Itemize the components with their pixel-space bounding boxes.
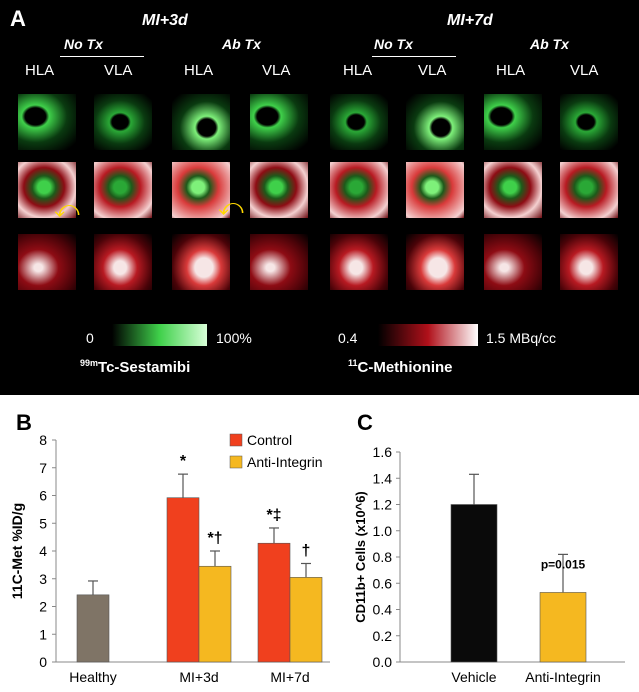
green-scale-max: 100% [216, 330, 252, 346]
y-tick-label: 2 [39, 599, 47, 615]
y-tick-label: 8 [39, 432, 47, 448]
y-axis-label: CD11b+ Cells (x10^6) [353, 491, 368, 623]
bar [198, 565, 232, 663]
subgroup-divider [372, 56, 456, 57]
view-label: HLA [25, 62, 55, 79]
bar [289, 577, 323, 663]
view-label: HLA [184, 62, 214, 79]
scan-image [406, 234, 464, 290]
chart-c-cd11b-cells: C 0.0 0.2 0.4 0.6 0.8 1.0 1.2 1.4 1.6 CD11b+ Cells… [353, 410, 625, 685]
bar [450, 504, 498, 663]
scan-image [330, 94, 388, 150]
x-tick-label: Vehicle [451, 669, 496, 685]
scan-image [172, 234, 230, 290]
legend-swatch [229, 455, 243, 469]
y-tick-label: 3 [39, 571, 47, 587]
panel-letter-b: B [16, 410, 32, 435]
y-tick-label: 1.2 [373, 497, 393, 513]
y-tick-label: 4 [39, 543, 47, 559]
scan-image [250, 94, 308, 150]
scan-image [18, 162, 76, 218]
scan-image [250, 162, 308, 218]
view-label: HLA [496, 62, 526, 79]
chart-b-met-uptake: B 0 1 2 3 4 5 6 7 8 11C-Met %ID/g * *† *‡ † Healthy MI+3… [9, 410, 330, 685]
imaging-panel-a: A MI+3d MI+7d No Tx Ab Tx No Tx Ab Tx HL… [0, 0, 639, 395]
red-colorbar [378, 324, 478, 346]
scan-image [330, 162, 388, 218]
y-tick-label: 0.4 [373, 602, 393, 618]
group-title-mi3d: MI+3d [142, 12, 188, 29]
scan-image [172, 162, 230, 218]
x-tick-label: Anti-Integrin [525, 669, 600, 685]
x-tick-label: MI+7d [270, 669, 309, 685]
red-scale-max: 1.5 MBq/cc [486, 330, 557, 346]
scan-image [94, 94, 152, 150]
scan-image [18, 94, 76, 150]
y-tick-label: 1.6 [373, 444, 393, 460]
scan-image [560, 162, 618, 218]
subgroup-label: Ab Tx [530, 36, 569, 52]
y-tick-label: 0.6 [373, 575, 393, 591]
significance-marker: *‡ [266, 507, 281, 524]
scan-image [484, 94, 542, 150]
green-scale-min: 0 [86, 330, 94, 346]
scan-image [330, 234, 388, 290]
scan-image [560, 234, 618, 290]
y-tick-label: 6 [39, 488, 47, 504]
bar [76, 594, 110, 663]
arrow-icon: ⤺ [218, 194, 244, 221]
subgroup-label: No Tx [374, 36, 413, 52]
y-tick-label: 7 [39, 460, 47, 476]
green-colorbar [112, 324, 207, 346]
y-tick-label: 0.2 [373, 628, 393, 644]
group-title-mi7d: MI+7d [447, 12, 493, 29]
scan-image [94, 162, 152, 218]
significance-marker: † [302, 542, 311, 559]
legend-label: Anti-Integrin [247, 454, 322, 470]
scan-image [18, 234, 76, 290]
y-tick-label: 0.0 [373, 654, 393, 670]
scan-image [250, 234, 308, 290]
panel-letter-a: A [10, 6, 26, 31]
scan-image [406, 94, 464, 150]
significance-marker: *† [207, 530, 222, 547]
y-tick-label: 1.0 [373, 523, 393, 539]
scan-image [172, 94, 230, 150]
significance-marker: * [180, 453, 187, 470]
subgroup-label: No Tx [64, 36, 103, 52]
bar [257, 542, 291, 663]
green-tracer-label: 99mTc-Sestamibi [80, 358, 191, 376]
bar [166, 497, 200, 663]
view-label: VLA [570, 62, 599, 79]
scan-image [484, 234, 542, 290]
y-tick-label: 1.4 [373, 470, 393, 486]
y-tick-label: 1 [39, 626, 47, 642]
view-label: HLA [343, 62, 373, 79]
p-value-annotation: p=0.015 [541, 557, 586, 571]
legend-swatch [229, 433, 243, 447]
scan-image [560, 94, 618, 150]
view-label: VLA [104, 62, 133, 79]
y-axis-label: 11C-Met %ID/g [9, 503, 25, 599]
scan-image [484, 162, 542, 218]
red-scale-min: 0.4 [338, 330, 358, 346]
scan-image [94, 234, 152, 290]
red-tracer-label: 11C-Methionine [348, 358, 453, 376]
scan-image [406, 162, 464, 218]
subgroup-divider [60, 56, 144, 57]
y-tick-label: 0.8 [373, 549, 393, 565]
bar [539, 592, 587, 663]
x-tick-label: MI+3d [179, 669, 218, 685]
subgroup-label: Ab Tx [222, 36, 261, 52]
view-label: VLA [262, 62, 291, 79]
y-tick-label: 5 [39, 515, 47, 531]
view-label: VLA [418, 62, 447, 79]
arrow-icon: ⤺ [54, 196, 80, 223]
legend-label: Control [247, 432, 292, 448]
y-tick-label: 0 [39, 654, 47, 670]
x-tick-label: Healthy [69, 669, 116, 685]
panel-letter-c: C [357, 410, 373, 435]
